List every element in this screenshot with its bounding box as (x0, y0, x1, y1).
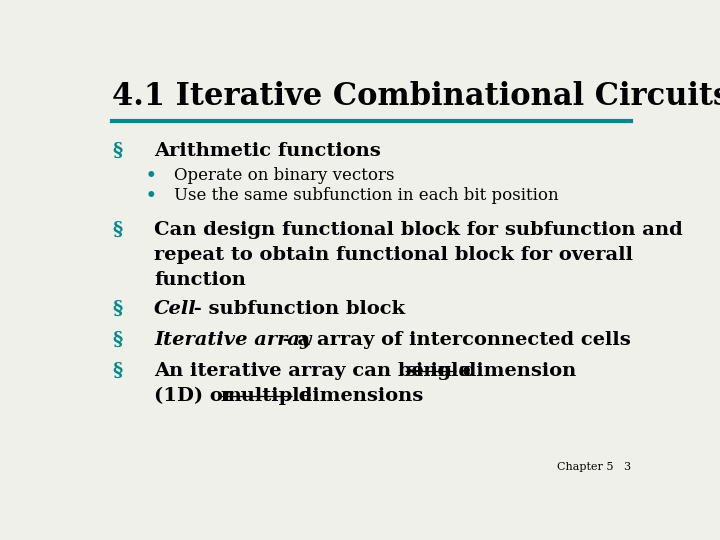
Text: (1D) or: (1D) or (154, 387, 240, 405)
Text: dimensions: dimensions (292, 387, 423, 405)
Text: Can design functional block for subfunction and: Can design functional block for subfunct… (154, 221, 683, 239)
Text: Iterative array: Iterative array (154, 331, 312, 349)
Text: single: single (405, 362, 471, 380)
Text: 4.1 Iterative Combinational Circuits: 4.1 Iterative Combinational Circuits (112, 82, 720, 112)
Text: §: § (112, 331, 122, 349)
Text: Cell: Cell (154, 300, 197, 318)
Text: function: function (154, 271, 246, 288)
Text: Chapter 5   3: Chapter 5 3 (557, 462, 631, 472)
Text: - subfunction block: - subfunction block (187, 300, 405, 318)
Text: §: § (112, 362, 122, 380)
Text: Arithmetic functions: Arithmetic functions (154, 141, 381, 160)
Text: dimension: dimension (456, 362, 577, 380)
Text: multiple: multiple (220, 387, 312, 405)
Text: Operate on binary vectors: Operate on binary vectors (174, 167, 395, 184)
Text: §: § (112, 221, 122, 239)
Text: repeat to obtain functional block for overall: repeat to obtain functional block for ov… (154, 246, 633, 264)
Text: An iterative array can be in a: An iterative array can be in a (154, 362, 478, 380)
Text: §: § (112, 141, 122, 160)
Text: •: • (145, 167, 156, 184)
Text: Use the same subfunction in each bit position: Use the same subfunction in each bit pos… (174, 187, 558, 205)
Text: §: § (112, 300, 122, 318)
Text: - a array of interconnected cells: - a array of interconnected cells (276, 331, 631, 349)
Text: •: • (145, 187, 156, 205)
